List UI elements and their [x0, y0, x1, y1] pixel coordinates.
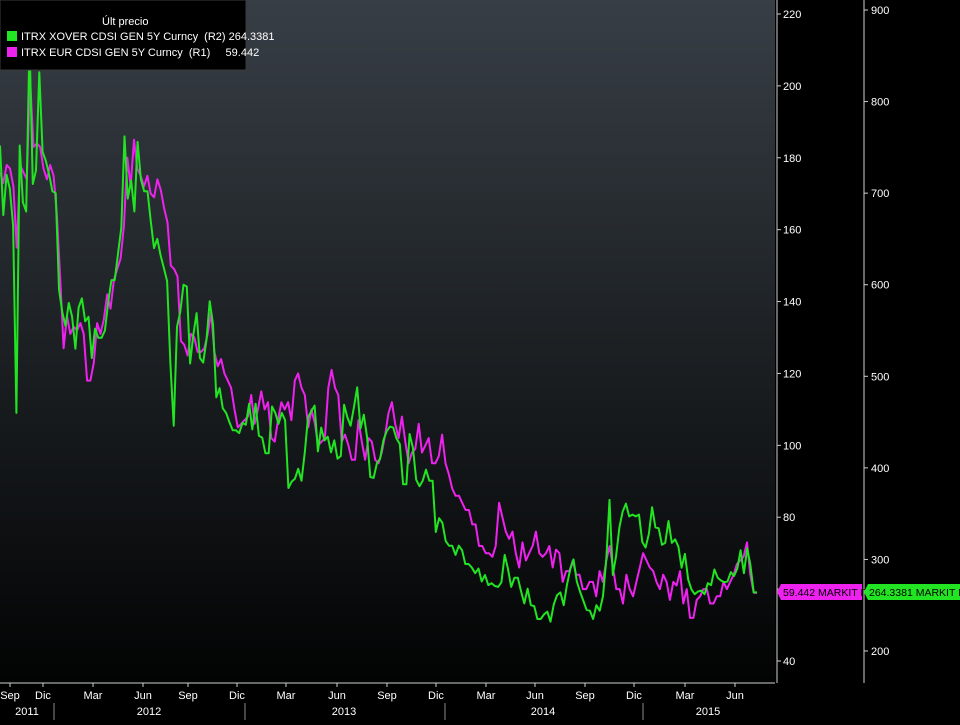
x-year-label: 2012 [137, 706, 161, 718]
plot-background [0, 0, 775, 683]
right-axis-r1: 220200180160140120100806040 [776, 0, 801, 683]
x-tick-label: Sep [377, 690, 397, 702]
r2-tick-label: 400 [871, 463, 889, 475]
r2-tick-label: 200 [871, 646, 889, 658]
bottom-axis-background [0, 683, 775, 720]
x-tick-label: Jun [726, 690, 744, 702]
r2-tick-label: 500 [871, 371, 889, 383]
r1-tick-label: 100 [783, 440, 801, 452]
x-tick-label: Sep [575, 690, 595, 702]
x-tick-label: Mar [676, 690, 695, 702]
r1-tick-label: 40 [783, 656, 795, 668]
x-tick-label: Dic [35, 690, 51, 702]
legend-header: Últ precio [102, 15, 148, 28]
r1-tick-label: 220 [783, 9, 801, 21]
badge-eur-shape [777, 584, 862, 600]
x-tick-label: Jun [328, 690, 346, 702]
x-year-label: 2015 [696, 706, 720, 718]
x-tick-label: Dic [428, 690, 444, 702]
x-tick-label: Mar [84, 690, 103, 702]
r2-tick-label: 800 [871, 97, 889, 109]
r2-tick-label: 600 [871, 280, 889, 292]
last-value-badge-eur: 59.442 MARKIT IT [777, 584, 870, 600]
x-axis: Sep Dic Mar Jun Sep Dic Mar Jun Sep Dic Mar Jun Sep D… [0, 682, 775, 720]
legend: Últ precio ITRX XOVER CDSI GEN 5Y Curncy… [0, 0, 275, 71]
right-axes-background [775, 0, 960, 720]
r1-tick-label: 160 [783, 225, 801, 237]
x-tick-label: Jun [526, 690, 544, 702]
x-tick-label: Sep [178, 690, 198, 702]
r1-tick-label: 80 [783, 512, 795, 524]
x-tick-label: Mar [277, 690, 296, 702]
x-year-label: 2011 [15, 706, 39, 718]
x-year-label: 2014 [531, 706, 555, 718]
badge-xover-label: 264.3381 MARKIT IT [869, 587, 960, 599]
last-value-badge-xover: 264.3381 MARKIT IT [864, 584, 960, 600]
x-tick-label: Mar [477, 690, 496, 702]
x-tick-label: Dic [229, 690, 245, 702]
legend-label-eur: ITRX EUR CDSI GEN 5Y Curncy (R1) 59.442 [21, 47, 259, 59]
x-tick-label: Jun [134, 690, 152, 702]
r1-tick-label: 200 [783, 81, 801, 93]
x-tick-label: Dic [626, 690, 642, 702]
series-line-xover [0, 41, 757, 623]
badge-xover-shape [864, 584, 960, 600]
badge-eur-label: 59.442 MARKIT IT [783, 587, 870, 599]
r1-tick-label: 180 [783, 153, 801, 165]
r2-tick-label: 900 [871, 5, 889, 17]
series-layer [0, 41, 757, 623]
x-tick-label: Sep [0, 690, 20, 702]
x-year-label: 2013 [332, 706, 356, 718]
right-axis-r2: 900 800 700 600 500 400 300 200 [863, 0, 889, 683]
legend-swatch-xover [7, 31, 17, 41]
legend-box [0, 0, 247, 71]
r2-tick-label: 700 [871, 188, 889, 200]
legend-label-xover: ITRX XOVER CDSI GEN 5Y Curncy (R2) 264.3… [21, 31, 275, 43]
r1-tick-label: 140 [783, 297, 801, 309]
r1-tick-label: 120 [783, 368, 801, 380]
r2-tick-label: 300 [871, 554, 889, 566]
legend-swatch-eur [7, 47, 17, 57]
